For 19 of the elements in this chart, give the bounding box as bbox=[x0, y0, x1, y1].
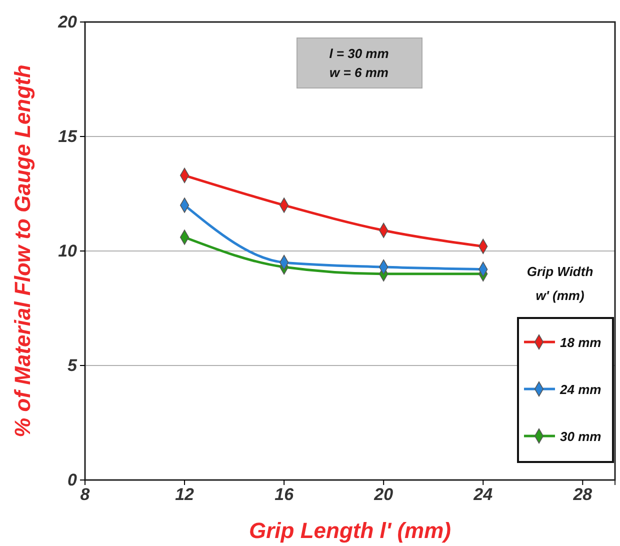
legend-label: 18 mm bbox=[560, 335, 602, 350]
legend-label: 30 mm bbox=[560, 429, 602, 444]
x-tick-label: 8 bbox=[80, 485, 90, 504]
annotation: w = 6 mm bbox=[330, 65, 389, 80]
x-tick-label: 24 bbox=[472, 485, 494, 504]
annotation: l = 30 mm bbox=[329, 46, 390, 61]
y-tick-label: 5 bbox=[68, 356, 78, 375]
y-tick-label: 10 bbox=[58, 241, 78, 260]
y-tick-label: 15 bbox=[58, 126, 78, 146]
y-axis-title: % of Material Flow to Gauge Length bbox=[10, 64, 35, 438]
x-axis-title: Grip Length l' (mm) bbox=[249, 518, 451, 543]
y-tick-label: 0 bbox=[68, 470, 78, 490]
x-tick-label: 20 bbox=[373, 485, 394, 504]
x-tick-label: 12 bbox=[175, 485, 195, 504]
x-tick-label: 16 bbox=[274, 485, 294, 504]
legend-label: 24 mm bbox=[559, 382, 602, 397]
legend-title: Grip Width w' (mm) bbox=[526, 264, 594, 303]
y-tick-label: 20 bbox=[57, 12, 78, 32]
x-tick-label: 28 bbox=[572, 485, 593, 504]
